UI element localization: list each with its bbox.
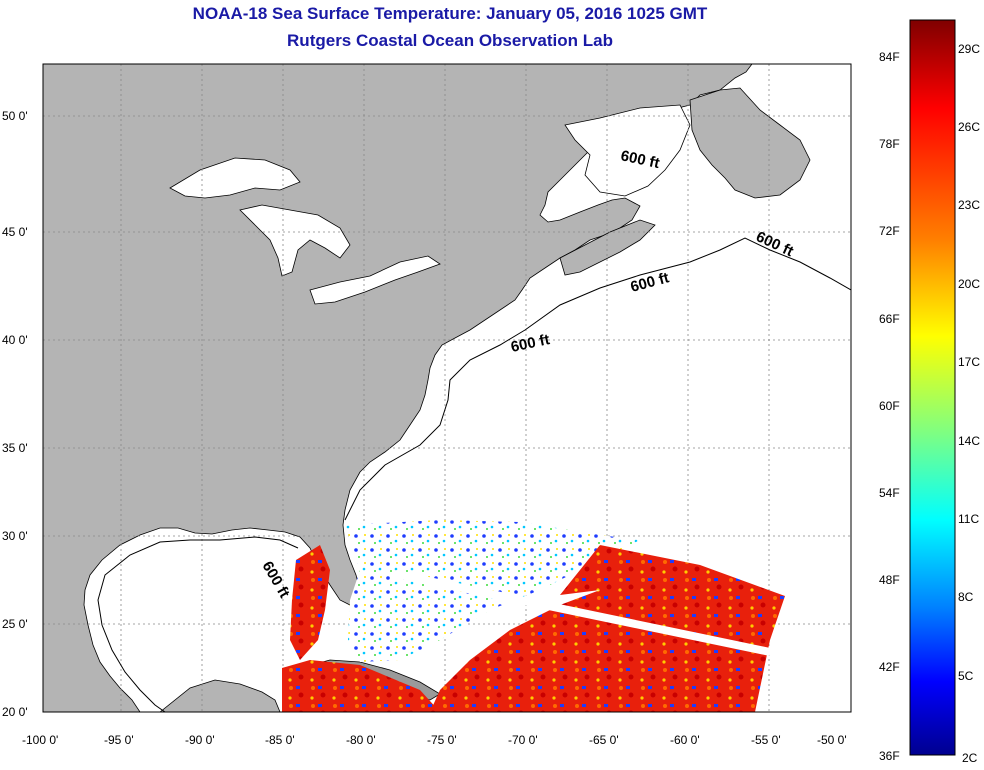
colorbar-c-label: 8C xyxy=(958,590,974,604)
colorbar: 84F 78F 72F 66F 60F 54F 48F 42F 36F 29C … xyxy=(879,19,980,765)
lon-tick: -60 0' xyxy=(670,733,700,747)
lon-tick: -95 0' xyxy=(104,733,134,747)
colorbar-c-label: 17C xyxy=(958,355,980,369)
colorbar-f-label: 66F xyxy=(879,312,900,326)
colorbar-gradient xyxy=(909,19,956,756)
lon-tick: -70 0' xyxy=(508,733,538,747)
lat-tick: 35 0' xyxy=(2,441,28,455)
map-area: 600 ft 600 ft 600 ft 600 ft 600 ft xyxy=(43,64,851,712)
land-nova-scotia xyxy=(559,219,656,276)
colorbar-c-label: 11C xyxy=(958,512,979,526)
colorbar-c-label: 23C xyxy=(958,198,980,212)
map-frame xyxy=(42,63,852,713)
lat-tick-labels: 20 0' 25 0' 30 0' 35 0' 40 0' 45 0' 50 0… xyxy=(2,109,28,719)
lon-tick: -100 0' xyxy=(22,733,58,747)
sst-caribbean-patch xyxy=(282,660,440,712)
lat-tick: 40 0' xyxy=(2,333,28,347)
sst-warm-region xyxy=(430,545,785,712)
colorbar-f-label: 48F xyxy=(879,573,900,587)
sst-data-swath xyxy=(282,520,785,712)
colorbar-c-label: 2C xyxy=(962,751,978,765)
lat-tick: 20 0' xyxy=(2,705,28,719)
great-lake-superior xyxy=(169,157,301,199)
colorbar-f-label: 54F xyxy=(879,486,900,500)
lat-tick: 25 0' xyxy=(2,617,28,631)
lon-tick: -55 0' xyxy=(751,733,781,747)
colorbar-c-label: 20C xyxy=(958,277,980,291)
colorbar-c-label: 5C xyxy=(958,669,974,683)
great-lake-michigan-huron xyxy=(239,204,351,277)
land-yucatan xyxy=(159,679,281,712)
lat-tick: 50 0' xyxy=(2,109,28,123)
lon-tick: -50 0' xyxy=(817,733,847,747)
map-subtitle: Rutgers Coastal Ocean Observation Lab xyxy=(287,31,613,50)
colorbar-f-label: 84F xyxy=(879,50,900,64)
land-newfoundland xyxy=(689,87,811,199)
sst-gap-line xyxy=(394,570,771,656)
great-lake-erie-ontario xyxy=(309,255,441,305)
colorbar-f-label: 42F xyxy=(879,660,900,674)
map-title: NOAA-18 Sea Surface Temperature: January… xyxy=(192,4,708,23)
colorbar-f-label: 36F xyxy=(879,749,900,763)
depth-contour-600ft-gulf xyxy=(97,536,299,712)
land-north-america xyxy=(43,64,753,712)
sst-gulf-stream-strip xyxy=(290,545,330,660)
lon-tick-labels: -100 0' -95 0' -90 0' -85 0' -80 0' -75 … xyxy=(22,733,847,747)
colorbar-c-label: 26C xyxy=(958,120,980,134)
lon-tick: -85 0' xyxy=(265,733,295,747)
colorbar-f-label: 78F xyxy=(879,137,900,151)
lon-tick: -75 0' xyxy=(427,733,457,747)
gulf-st-lawrence xyxy=(564,104,691,197)
lat-tick: 30 0' xyxy=(2,529,28,543)
depth-contour-600ft xyxy=(344,237,851,521)
lon-tick: -65 0' xyxy=(589,733,619,747)
colorbar-c-label: 29C xyxy=(958,42,980,56)
colorbar-f-label: 72F xyxy=(879,224,900,238)
lat-tick: 45 0' xyxy=(2,225,28,239)
lon-tick: -80 0' xyxy=(346,733,376,747)
lon-tick: -90 0' xyxy=(185,733,215,747)
colorbar-f-label: 60F xyxy=(879,399,900,413)
colorbar-c-label: 14C xyxy=(958,434,980,448)
